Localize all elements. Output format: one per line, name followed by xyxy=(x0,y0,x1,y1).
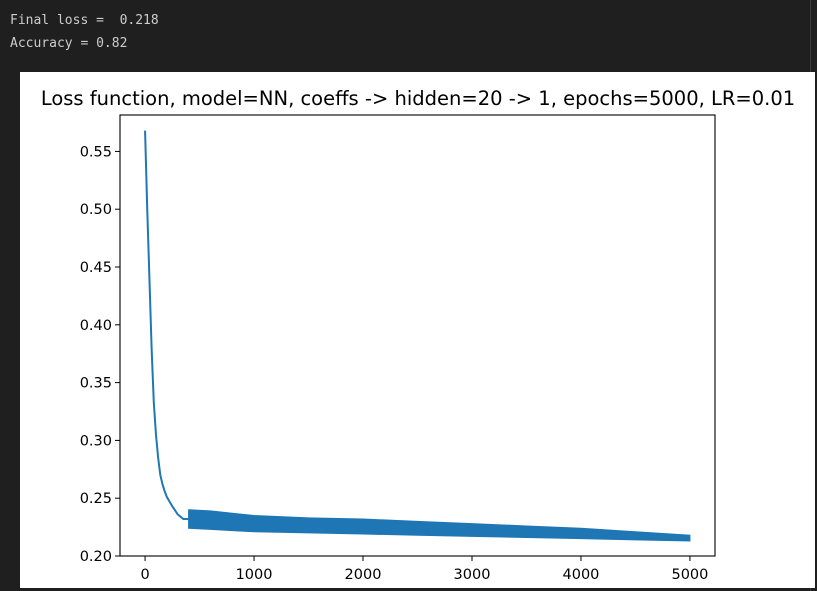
x-tick-label: 0 xyxy=(140,567,149,583)
y-tick-label: 0.55 xyxy=(80,144,112,160)
y-tick-label: 0.40 xyxy=(80,318,112,334)
y-tick-label: 0.25 xyxy=(80,491,112,507)
x-tick-label: 5000 xyxy=(671,567,708,583)
y-tick-label: 0.50 xyxy=(80,202,112,218)
x-tick-label: 1000 xyxy=(236,567,273,583)
final-loss-text: Final loss = 0.218 xyxy=(10,13,159,28)
y-tick-label: 0.20 xyxy=(80,549,112,565)
chart-title: Loss function, model=NN, coeffs -> hidde… xyxy=(41,87,795,110)
accuracy-text: Accuracy = 0.82 xyxy=(10,36,128,51)
y-tick-label: 0.45 xyxy=(80,260,112,276)
cell-output: Final loss = 0.218 Accuracy = 0.82 xyxy=(10,9,159,55)
x-tick-label: 2000 xyxy=(345,567,382,583)
y-tick-label: 0.35 xyxy=(80,376,112,392)
y-tick-label: 0.30 xyxy=(80,433,112,449)
x-tick-label: 4000 xyxy=(563,567,600,583)
loss-line xyxy=(144,130,690,540)
loss-figure: Loss function, model=NN, coeffs -> hidde… xyxy=(20,72,815,588)
axes-frame xyxy=(119,114,716,557)
loss-chart: Loss function, model=NN, coeffs -> hidde… xyxy=(41,87,795,583)
x-tick-label: 3000 xyxy=(454,567,491,583)
